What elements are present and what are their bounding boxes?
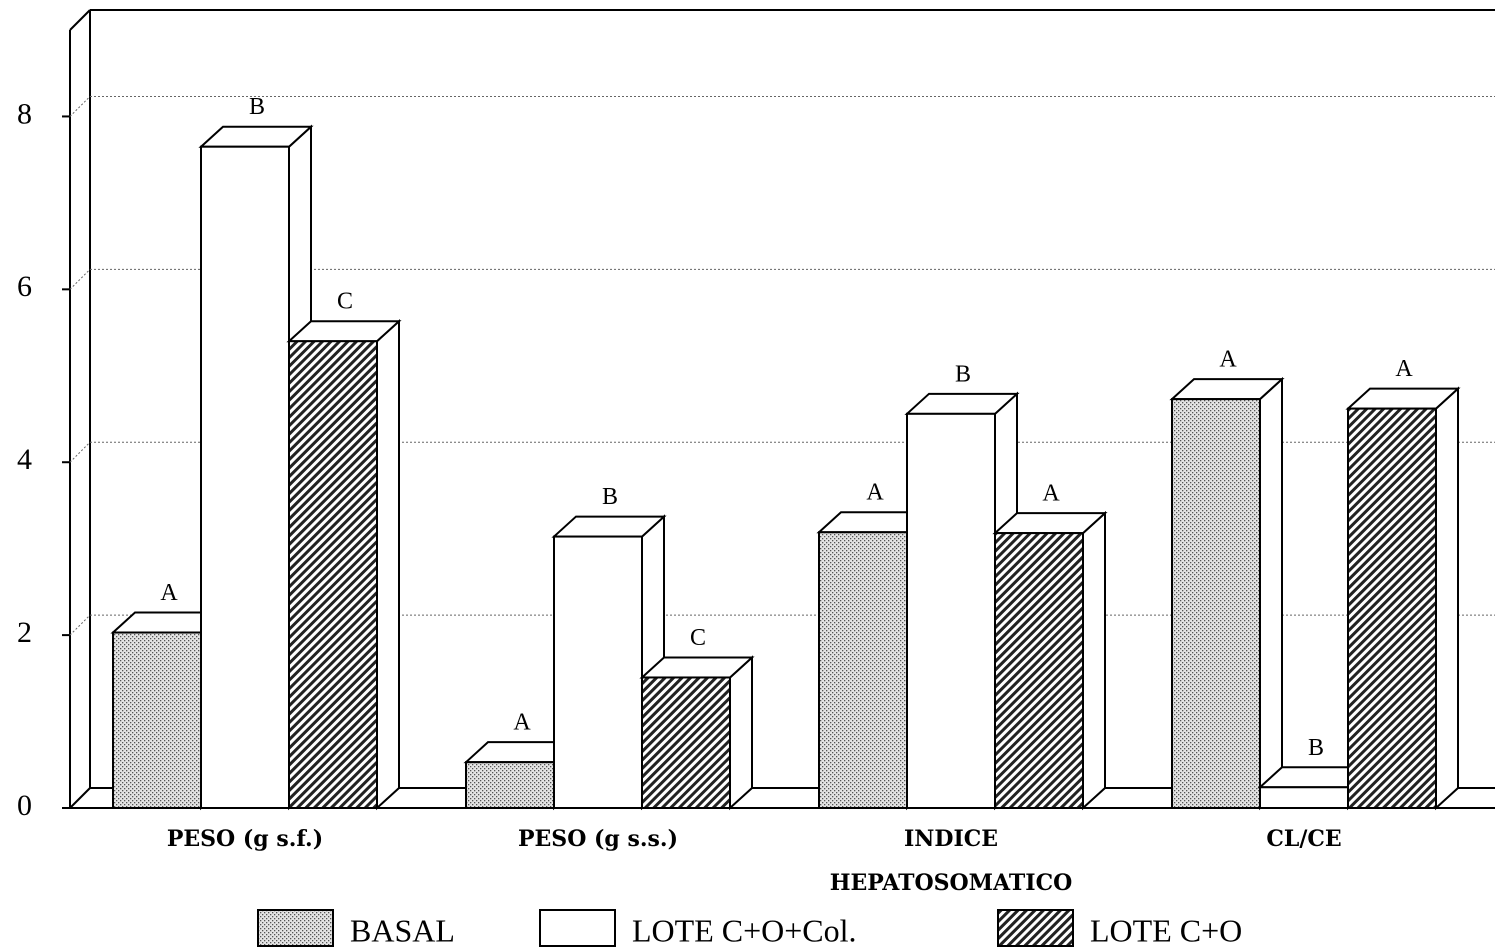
bar-front <box>288 340 378 809</box>
bar-letter: A <box>513 710 531 736</box>
y-tick-label: 4 <box>17 443 32 476</box>
grid-line <box>69 614 91 636</box>
bar-letter: B <box>602 484 618 510</box>
x-tick-label: INDICE HEPATOSOMATICO <box>830 826 1073 896</box>
bar-letter: B <box>249 94 265 120</box>
grid-line <box>69 268 91 290</box>
bar <box>551 514 667 811</box>
bar <box>198 124 314 811</box>
y-tick-label: 2 <box>17 616 32 649</box>
bar-side <box>729 655 753 811</box>
axis-line <box>69 9 91 31</box>
bar-front <box>906 412 996 809</box>
legend-swatch <box>539 909 616 947</box>
bar <box>992 510 1108 811</box>
bar-side <box>1082 510 1106 811</box>
legend-label: BASAL <box>350 912 455 948</box>
grid-line <box>69 96 91 117</box>
bar-letter: C <box>337 289 353 315</box>
bar-front <box>1259 786 1349 810</box>
bar-letter: A <box>866 480 884 506</box>
x-tick-label: PESO (g s.f.) <box>167 826 323 852</box>
axis-line <box>69 787 91 809</box>
bar-side <box>1259 376 1283 811</box>
bar <box>639 655 755 811</box>
bar-front <box>200 145 290 809</box>
bar-front <box>112 631 202 809</box>
bar-front <box>641 676 731 809</box>
legend-label: LOTE C+O+Col. <box>632 912 857 948</box>
bar-letter: B <box>955 361 971 387</box>
bar <box>1345 386 1461 811</box>
y-tick-label: 6 <box>17 270 32 303</box>
grid-line <box>69 441 91 463</box>
x-tick-label: CL/CE <box>1266 826 1341 852</box>
bar-side <box>1435 386 1459 811</box>
bar-front <box>818 531 908 810</box>
y-tick-label: 8 <box>17 97 32 130</box>
bar-front <box>994 532 1084 810</box>
bar-front <box>465 761 555 810</box>
bar-letter: B <box>1308 735 1324 761</box>
bar-letter: A <box>1219 347 1237 373</box>
bar-front <box>553 535 643 809</box>
bar-letter: C <box>690 625 706 651</box>
bar <box>286 318 402 811</box>
legend-swatch <box>257 909 334 947</box>
bar-front <box>1171 398 1261 809</box>
legend-swatch <box>997 909 1074 947</box>
x-tick-label: PESO (g s.s.) <box>518 826 678 852</box>
bar <box>1169 376 1285 811</box>
bar-side <box>376 318 400 811</box>
y-tick-label: 0 <box>17 789 32 822</box>
bar-letter: A <box>1042 481 1060 507</box>
bar-front <box>1347 407 1437 809</box>
bar-letter: A <box>1395 356 1413 382</box>
bar-letter: A <box>160 580 178 606</box>
legend-label: LOTE C+O <box>1090 912 1242 948</box>
